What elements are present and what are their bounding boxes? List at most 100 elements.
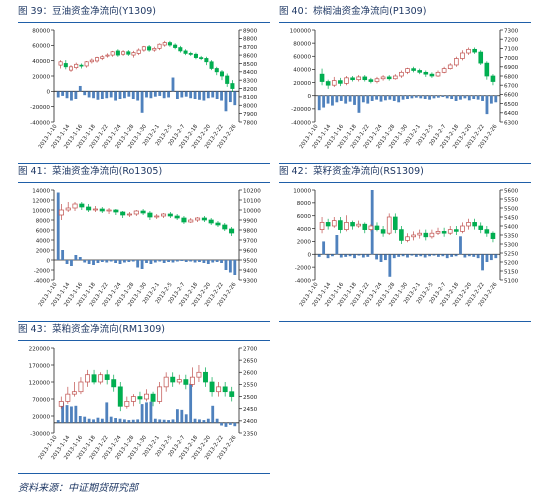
panel-rs1309: 图 42：菜籽资金净流向(RS1309) -4000 -2000 0 2000 4000… (279, 164, 531, 322)
right-tick-label: 5100 (504, 278, 519, 284)
candle-body (91, 374, 97, 383)
candle-body (68, 66, 74, 71)
flow-bar (189, 383, 193, 423)
flow-bar (140, 404, 144, 423)
right-tick-label: 6500 (504, 102, 519, 108)
flow-bar (78, 85, 82, 92)
chart-title: 图 42：菜籽资金净流向(RS1309) (279, 166, 424, 177)
candle-body (203, 371, 208, 383)
candle-body (178, 47, 183, 52)
candle-body (137, 396, 143, 400)
right-tick-label: 5300 (504, 242, 519, 248)
candle-body (133, 210, 139, 215)
right-tick-label: 7900 (243, 112, 258, 118)
right-tick-label: 8700 (243, 45, 258, 51)
left-tick-label: 0 (307, 94, 311, 100)
right-tick-label: 5450 (504, 215, 519, 221)
candle-body (478, 225, 484, 230)
flow-bar (158, 91, 162, 96)
flow-bar (198, 91, 201, 100)
candle-body (89, 59, 94, 63)
candle-body (152, 48, 157, 51)
flow-bar (127, 260, 131, 262)
flow-bar (136, 260, 140, 268)
candle-body (229, 228, 235, 234)
flow-bar (83, 416, 87, 423)
candle-body (157, 43, 162, 49)
candle-body (189, 376, 195, 385)
right-tick-label: 7200 (504, 38, 519, 44)
flow-bar (100, 91, 104, 99)
left-tick-label: 170000 (29, 363, 51, 369)
candle-body (85, 374, 90, 383)
panel-bottom-rule (18, 473, 270, 474)
flow-bar (450, 254, 454, 257)
flow-bar (353, 95, 356, 105)
flow-bar (459, 95, 462, 100)
candle-body (92, 208, 98, 211)
right-tick-label: 8000 (243, 104, 258, 110)
candle-body (72, 203, 78, 209)
candle-body (140, 210, 146, 214)
flow-bar (202, 91, 206, 101)
left-tick-label: -2000 (34, 268, 51, 274)
flow-bar (436, 254, 440, 257)
flow-bar (423, 254, 427, 258)
flow-bar (472, 254, 476, 257)
candle-body (441, 68, 447, 73)
flow-bar (485, 95, 489, 115)
left-tick-label: -4000 (34, 278, 51, 284)
panel-y1309: 图 39：豆油资金净流向(Y1309) -40000 -20000 0 20000 40… (18, 4, 270, 164)
candle-body (399, 229, 404, 241)
candle-body (447, 64, 453, 69)
right-tick-label: 10100 (243, 198, 261, 204)
candle-body (447, 229, 453, 234)
candle-body (214, 68, 219, 73)
candle-body (374, 225, 380, 230)
chart-rs1309: -4000 -2000 0 2000 4000 6000 8000 10000 5100 5150… (293, 188, 519, 308)
flow-bar (397, 254, 401, 257)
flow-bar (211, 91, 215, 98)
flow-bar (78, 257, 82, 260)
candle-body (435, 231, 441, 234)
flow-bar (384, 254, 387, 261)
right-tick-label: 2350 (243, 431, 258, 437)
left-tick-label: 4000 (297, 227, 312, 233)
candle-body (120, 211, 126, 216)
right-tick-label: 5500 (504, 206, 519, 212)
candle-body (411, 68, 416, 71)
panel-bottom-rule (18, 321, 270, 322)
flow-bar (109, 416, 113, 423)
flow-bar (193, 260, 197, 263)
candle-body (344, 222, 349, 230)
flow-bar (92, 260, 95, 265)
candle-body (356, 76, 361, 81)
flow-bar (105, 260, 109, 263)
candle-body (356, 223, 361, 227)
right-tick-label: 5150 (504, 269, 519, 275)
candle-body (222, 386, 228, 393)
flow-bar (153, 91, 157, 97)
right-tick-label: 5250 (504, 251, 519, 257)
flow-bar (379, 254, 383, 262)
flow-bar (441, 254, 445, 257)
flow-bar (118, 418, 122, 423)
candle-body (225, 75, 230, 84)
flow-bar (61, 91, 65, 96)
flow-bar (339, 95, 343, 101)
candle-body (144, 393, 149, 400)
candle-body (117, 386, 123, 407)
candle-body (362, 76, 368, 81)
flow-bar (224, 422, 228, 427)
flow-bar (206, 260, 210, 264)
right-tick-label: 5600 (504, 188, 519, 194)
flow-bar (184, 260, 188, 262)
right-tick-label: 5200 (504, 260, 519, 266)
flow-bar (56, 91, 60, 98)
flow-bar (361, 254, 365, 258)
chart-rm1309: -30000 20000 70000 120000 170000 220000 2350 24… (29, 346, 258, 461)
flow-bar (127, 420, 131, 423)
right-tick-label: 5350 (504, 233, 519, 239)
flow-bar (317, 254, 321, 257)
candle-body (423, 232, 429, 238)
